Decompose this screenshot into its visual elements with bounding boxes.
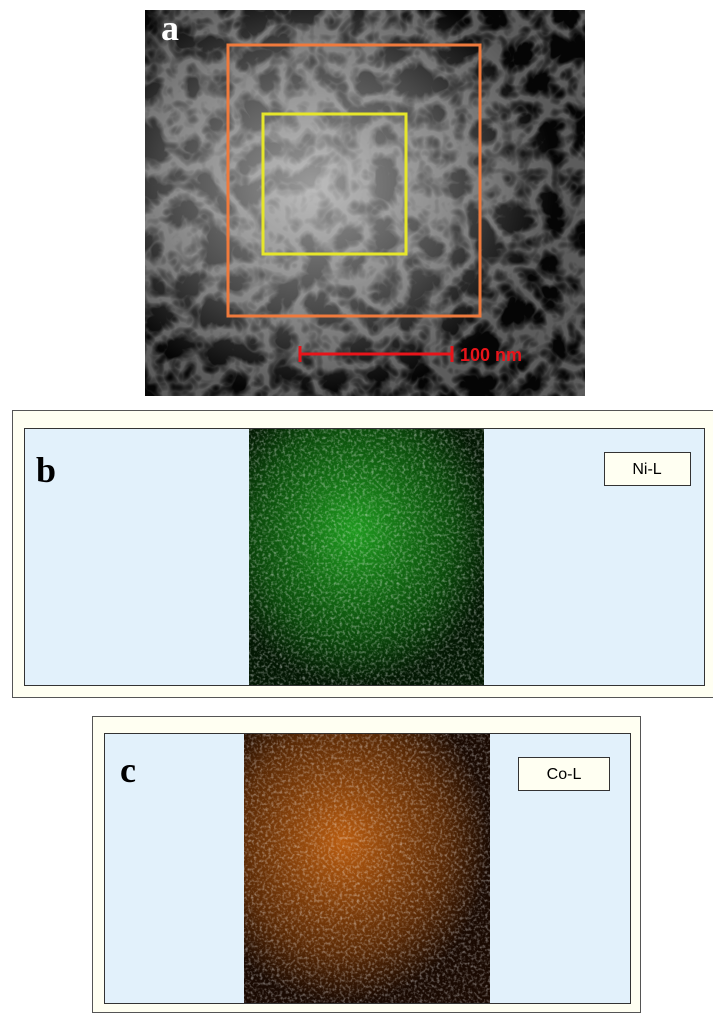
- panel-c: c Co-L: [93, 717, 641, 1013]
- panel-label: a: [161, 8, 179, 48]
- element-label: Co-L: [547, 766, 582, 783]
- element-label: Ni-L: [632, 461, 661, 478]
- page: 100 nm a b Ni-L c Co-L (() => { const da…: [0, 0, 713, 1014]
- ni-noise: [249, 429, 484, 685]
- co-noise: [244, 734, 490, 1003]
- panel-a: 100 nm a: [145, 8, 585, 396]
- sem-texture: [145, 10, 585, 396]
- panel-b: b Ni-L: [13, 411, 713, 698]
- scale-label: 100 nm: [460, 345, 522, 365]
- figure: 100 nm a b Ni-L c Co-L: [0, 0, 713, 1014]
- panel-label: c: [120, 750, 136, 790]
- panel-label: b: [36, 450, 56, 490]
